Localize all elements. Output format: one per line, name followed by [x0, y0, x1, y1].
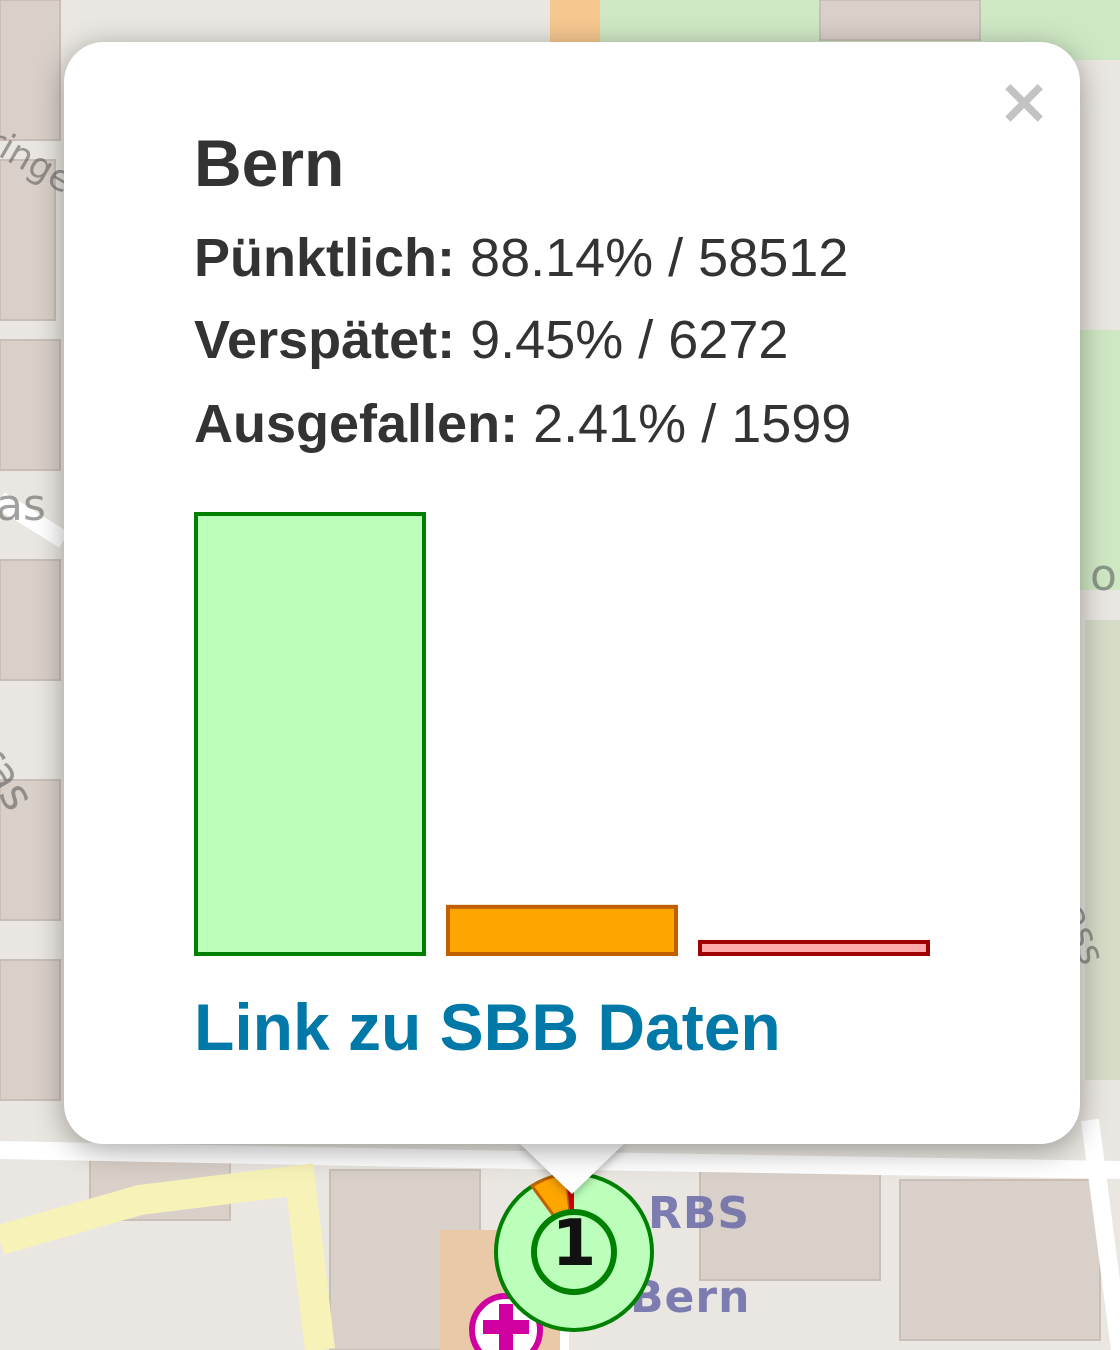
- marker-count: 1: [551, 1207, 597, 1281]
- stat-delayed: Verspätet: 9.45% / 6272: [194, 310, 788, 370]
- popup-tip: [518, 1142, 626, 1194]
- map-label-bern: Bern: [630, 1272, 751, 1323]
- stat-cancelled-label: Ausgefallen:: [194, 394, 519, 454]
- bar-ausgefallen: [698, 939, 930, 957]
- stat-punctual: Pünktlich: 88.14% / 58512: [194, 228, 848, 288]
- bar-verspätet: [446, 904, 678, 956]
- stat-cancelled: Ausgefallen: 2.41% / 1599: [194, 394, 851, 454]
- map-label-rbs: RBS: [648, 1188, 751, 1239]
- stat-punctual-value: 88.14% / 58512: [470, 228, 849, 288]
- station-marker[interactable]: [492, 1170, 656, 1334]
- stat-punctual-label: Pünktlich:: [194, 228, 456, 288]
- close-icon[interactable]: ×: [997, 65, 1051, 139]
- marker-inner-circle: [531, 1209, 617, 1295]
- street-label-1: as: [0, 480, 46, 531]
- bar-pünktlich: [194, 512, 426, 956]
- stat-delayed-label: Verspätet:: [194, 310, 456, 370]
- stat-delayed-value: 9.45% / 6272: [470, 310, 789, 370]
- street-label-4: or: [1090, 550, 1120, 601]
- station-title: Bern: [194, 126, 345, 200]
- punctuality-bar-chart: [194, 512, 930, 957]
- stat-cancelled-value: 2.41% / 1599: [533, 394, 852, 454]
- sbb-data-link[interactable]: Link zu SBB Daten: [194, 990, 781, 1064]
